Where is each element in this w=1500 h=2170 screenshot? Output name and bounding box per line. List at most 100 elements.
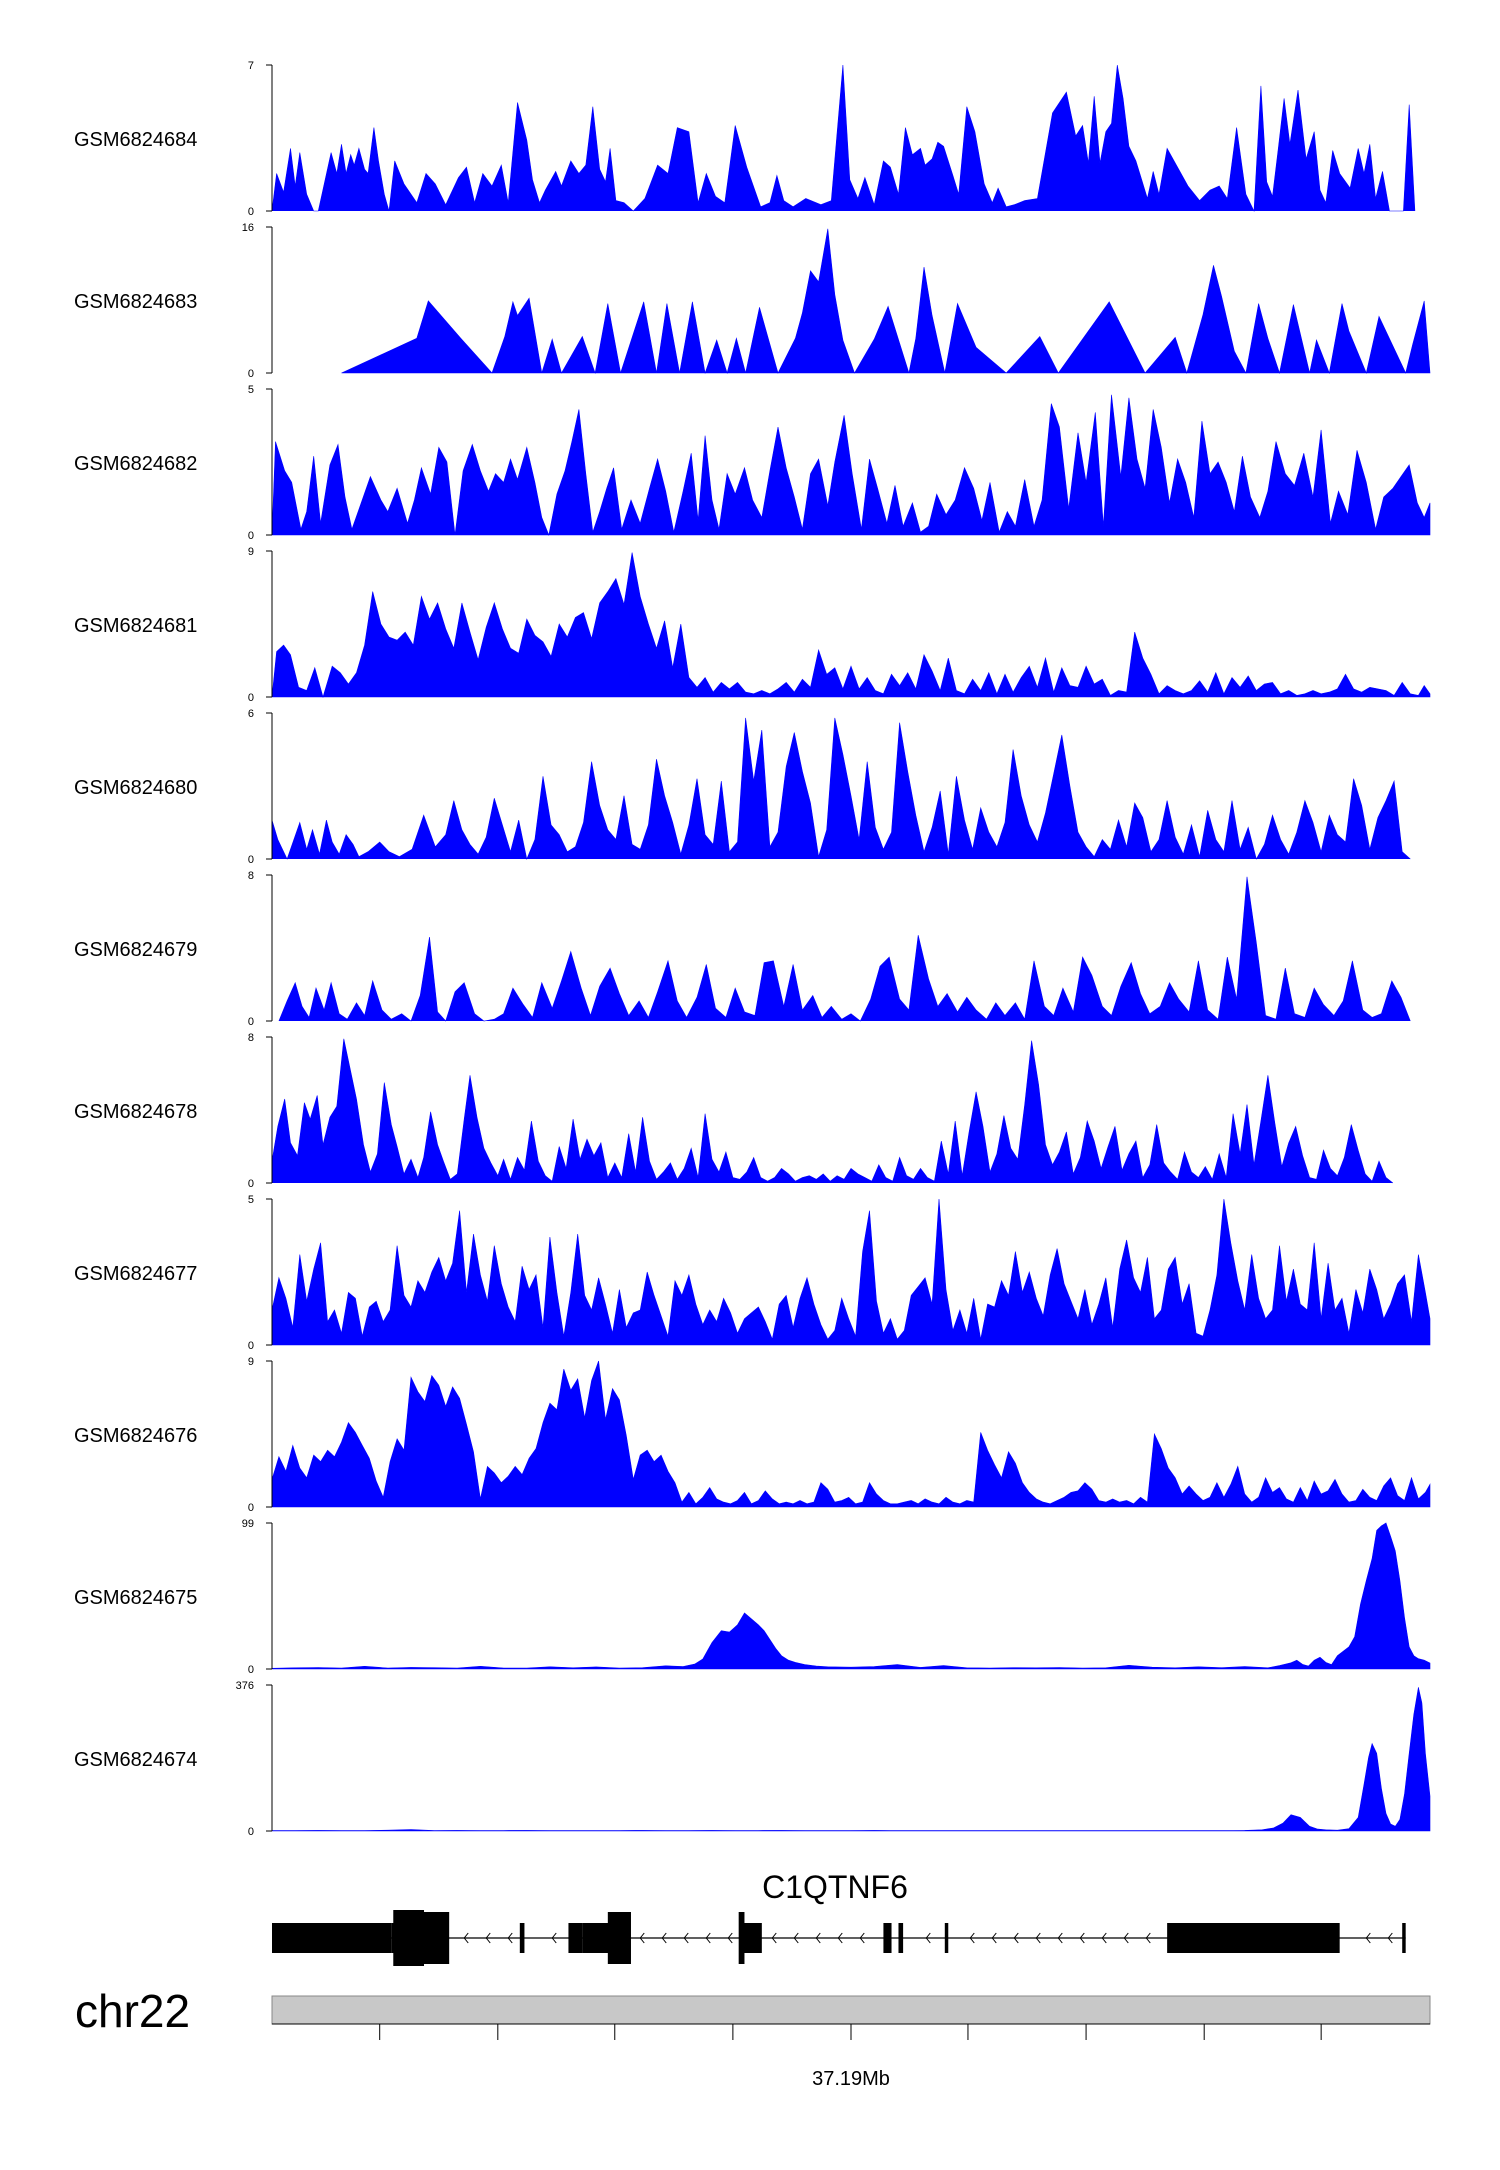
track-name: GSM6824674 bbox=[74, 1749, 197, 1771]
strand-arrow bbox=[551, 1932, 557, 1944]
y-min-label: 0 bbox=[248, 692, 254, 704]
exon bbox=[743, 1923, 747, 1953]
gene-label: C1QTNF6 bbox=[762, 1869, 908, 1905]
y-min-label: 0 bbox=[248, 206, 254, 218]
strand-arrow bbox=[815, 1932, 821, 1944]
signal-area bbox=[271, 1198, 1431, 1346]
track-GSM6824682: 5 0 GSM6824682 bbox=[74, 384, 1431, 542]
gene-track: C1QTNF6 bbox=[272, 1869, 1406, 1966]
signal-tracks: 7 0 GSM6824684 16 0 GSM6824683 5 0 GSM6824682 9 0 G… bbox=[74, 60, 1431, 1838]
track-name: GSM6824678 bbox=[74, 1101, 197, 1123]
signal-area bbox=[271, 717, 1411, 861]
track-name: GSM6824680 bbox=[74, 777, 197, 799]
strand-arrow bbox=[793, 1932, 799, 1944]
strand-arrow bbox=[1123, 1932, 1129, 1944]
y-max-label: 99 bbox=[242, 1518, 254, 1530]
track-GSM6824674: 376 0 GSM6824674 bbox=[74, 1680, 1431, 1838]
y-max-label: 5 bbox=[248, 384, 254, 396]
signal-area bbox=[271, 552, 1431, 699]
track-GSM6824677: 5 0 GSM6824677 bbox=[74, 1194, 1431, 1352]
exon-tall bbox=[413, 1912, 450, 1964]
chromosome-ideogram bbox=[271, 1995, 1431, 2025]
track-GSM6824679: 8 0 GSM6824679 bbox=[74, 870, 1411, 1028]
strand-arrow bbox=[463, 1932, 469, 1944]
signal-area bbox=[271, 394, 1431, 537]
y-max-label: 8 bbox=[248, 1032, 254, 1044]
exon-tall bbox=[607, 1912, 631, 1964]
y-min-label: 0 bbox=[248, 368, 254, 380]
y-min-label: 0 bbox=[248, 1826, 254, 1838]
y-min-label: 0 bbox=[248, 1016, 254, 1028]
strand-arrow bbox=[1013, 1932, 1019, 1944]
y-max-label: 6 bbox=[248, 708, 254, 720]
y-min-label: 0 bbox=[248, 1664, 254, 1676]
exon-tall bbox=[738, 1912, 745, 1964]
exon bbox=[519, 1923, 525, 1953]
exon bbox=[745, 1923, 762, 1953]
track-GSM6824680: 6 0 GSM6824680 bbox=[74, 708, 1411, 866]
y-min-label: 0 bbox=[248, 530, 254, 542]
y-min-label: 0 bbox=[248, 1340, 254, 1352]
signal-area bbox=[271, 1360, 1431, 1508]
strand-arrow bbox=[1035, 1932, 1041, 1944]
exon bbox=[272, 1923, 392, 1953]
y-max-label: 9 bbox=[248, 546, 254, 558]
y-min-label: 0 bbox=[248, 1178, 254, 1190]
exon bbox=[1402, 1923, 1406, 1953]
chromosome-label: chr22 bbox=[75, 1985, 190, 2037]
strand-arrow bbox=[1365, 1932, 1371, 1944]
strand-arrow bbox=[1387, 1932, 1393, 1944]
strand-arrow bbox=[969, 1932, 975, 1944]
track-name: GSM6824675 bbox=[74, 1587, 197, 1609]
signal-area bbox=[271, 64, 1416, 213]
strand-arrow bbox=[727, 1932, 733, 1944]
track-name: GSM6824677 bbox=[74, 1263, 197, 1285]
strand-arrow bbox=[485, 1932, 491, 1944]
strand-arrow bbox=[771, 1932, 777, 1944]
exon bbox=[898, 1923, 904, 1953]
strand-arrow bbox=[1145, 1932, 1151, 1944]
strand-arrow bbox=[925, 1932, 931, 1944]
track-name: GSM6824676 bbox=[74, 1425, 197, 1447]
track-GSM6824676: 9 0 GSM6824676 bbox=[74, 1356, 1431, 1514]
track-name: GSM6824679 bbox=[74, 939, 197, 961]
exon bbox=[944, 1923, 949, 1953]
strand-arrow bbox=[705, 1932, 711, 1944]
y-min-label: 0 bbox=[248, 1502, 254, 1514]
y-max-label: 9 bbox=[248, 1356, 254, 1368]
signal-area bbox=[271, 1687, 1431, 1832]
exon bbox=[883, 1923, 892, 1953]
strand-arrow bbox=[859, 1932, 865, 1944]
track-name: GSM6824681 bbox=[74, 615, 197, 637]
strand-arrow bbox=[639, 1932, 645, 1944]
track-name: GSM6824683 bbox=[74, 291, 197, 313]
strand-arrow bbox=[683, 1932, 689, 1944]
y-max-label: 5 bbox=[248, 1194, 254, 1206]
y-max-label: 16 bbox=[242, 222, 254, 234]
strand-arrow bbox=[507, 1932, 513, 1944]
strand-arrow bbox=[1101, 1932, 1107, 1944]
signal-area bbox=[271, 1522, 1431, 1670]
track-GSM6824683: 16 0 GSM6824683 bbox=[74, 222, 1431, 380]
strand-arrow bbox=[661, 1932, 667, 1944]
track-GSM6824684: 7 0 GSM6824684 bbox=[74, 60, 1416, 218]
track-GSM6824675: 99 0 GSM6824675 bbox=[74, 1518, 1431, 1676]
strand-arrow bbox=[991, 1932, 997, 1944]
y-max-label: 8 bbox=[248, 870, 254, 882]
y-min-label: 0 bbox=[248, 854, 254, 866]
chromosome-track: chr22 37.19Mb bbox=[75, 1985, 1431, 2090]
strand-arrow bbox=[1057, 1932, 1063, 1944]
signal-area bbox=[341, 228, 1431, 375]
y-max-label: 376 bbox=[236, 1680, 254, 1692]
strand-arrow bbox=[837, 1932, 843, 1944]
signal-area bbox=[271, 1038, 1394, 1184]
track-name: GSM6824682 bbox=[74, 453, 197, 475]
exon bbox=[1167, 1923, 1340, 1953]
exon bbox=[568, 1923, 583, 1953]
track-GSM6824681: 9 0 GSM6824681 bbox=[74, 546, 1431, 704]
track-name: GSM6824684 bbox=[74, 129, 197, 151]
signal-area bbox=[278, 876, 1411, 1022]
y-max-label: 7 bbox=[248, 60, 254, 72]
track-GSM6824678: 8 0 GSM6824678 bbox=[74, 1032, 1394, 1190]
